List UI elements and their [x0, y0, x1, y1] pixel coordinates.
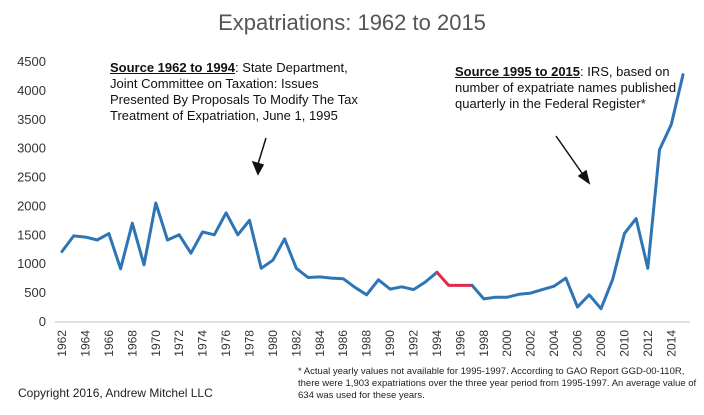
left-arrow-head — [251, 160, 265, 176]
y-tick-label: 4500 — [17, 54, 46, 69]
y-tick-label: 1500 — [17, 227, 46, 242]
x-tick-label: 2000 — [500, 330, 514, 357]
x-tick-label: 1984 — [313, 330, 327, 357]
left-source-text: : State Department, Joint Committee on T… — [110, 60, 358, 123]
y-tick-label: 3500 — [17, 112, 46, 127]
y-tick-label: 3000 — [17, 141, 46, 156]
x-tick-label: 1976 — [219, 330, 233, 357]
x-tick-label: 1996 — [453, 330, 467, 357]
series-line-1 — [60, 201, 439, 297]
series-line-2 — [435, 270, 474, 287]
x-tick-label: 1972 — [172, 330, 186, 357]
y-axis: 0 500 1000 1500 2000 2500 3000 3500 4000 4500 — [17, 54, 46, 329]
x-tick-label: 1970 — [149, 330, 163, 357]
y-tick-label: 2500 — [17, 170, 46, 185]
chart-title: Expatriations: 1962 to 2015 — [218, 10, 486, 35]
series-layer — [60, 73, 685, 311]
x-axis: 1962 1964 1966 1968 1970 1972 1974 1976 1978 1980… — [55, 321, 690, 357]
right-arrow-line — [555, 135, 585, 177]
x-tick-label: 1992 — [407, 330, 421, 357]
x-tick-label: 1982 — [289, 330, 303, 357]
series-line-3 — [470, 73, 685, 311]
y-tick-label: 500 — [24, 285, 46, 300]
x-tick-label: 1966 — [102, 330, 116, 357]
right-source-annotation: Source 1995 to 2015: IRS, based on numbe… — [455, 64, 700, 112]
x-tick-label: 1998 — [477, 330, 491, 357]
y-tick-label: 2000 — [17, 198, 46, 213]
left-source-label: Source 1962 to 1994 — [110, 60, 236, 75]
x-tick-label: 1974 — [196, 330, 210, 357]
x-tick-label: 2012 — [641, 330, 655, 357]
x-tick-label: 2010 — [617, 330, 631, 357]
copyright-text: Copyright 2016, Andrew Mitchel LLC — [18, 386, 213, 400]
left-source-annotation: Source 1962 to 1994: State Department, J… — [110, 60, 360, 124]
footnote-text: * Actual yearly values not available for… — [298, 366, 697, 401]
x-tick-label: 2004 — [547, 330, 561, 357]
x-tick-label: 1994 — [430, 330, 444, 357]
right-source-label: Source 1995 to 2015 — [455, 64, 581, 79]
x-tick-label: 2002 — [524, 330, 538, 357]
y-tick-label: 4000 — [17, 83, 46, 98]
x-tick-label: 1988 — [360, 330, 374, 357]
x-tick-label: 1964 — [78, 330, 92, 357]
x-tick-label: 1968 — [125, 330, 139, 357]
y-tick-label: 0 — [39, 314, 46, 329]
annotation-arrows — [251, 135, 591, 185]
right-arrow-head — [577, 169, 591, 185]
x-tick-label: 1986 — [336, 330, 350, 357]
x-tick-label: 2008 — [594, 330, 608, 357]
x-tick-label: 1990 — [383, 330, 397, 357]
x-tick-label: 2006 — [571, 330, 585, 357]
left-arrow-line — [257, 137, 267, 165]
y-tick-label: 1000 — [17, 256, 46, 271]
x-tick-label: 1962 — [55, 330, 69, 357]
x-tick-label: 1980 — [266, 330, 280, 357]
x-tick-label: 2014 — [664, 330, 678, 357]
x-tick-label: 1978 — [242, 330, 256, 357]
right-source-text: : IRS, based on number of expatriate nam… — [455, 64, 677, 111]
